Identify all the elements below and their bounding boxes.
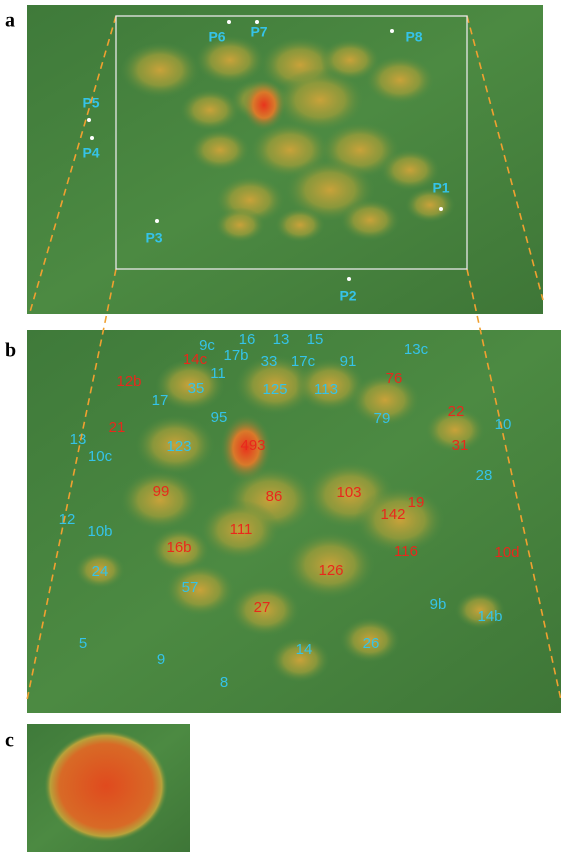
- colony-label: 13c: [404, 341, 429, 358]
- colony-label: 24: [92, 563, 109, 580]
- colony-label: 79: [374, 410, 391, 427]
- relief: [165, 564, 235, 617]
- relief: [365, 56, 435, 105]
- colony-label: 111: [230, 521, 253, 538]
- colony-label: 12b: [116, 373, 141, 390]
- colony-label: 116: [394, 543, 418, 560]
- colony-label: 126: [318, 562, 343, 579]
- sample-point: [390, 29, 394, 33]
- point-label: P8: [405, 29, 422, 45]
- colony-label: 35: [188, 380, 205, 397]
- panel-letter: c: [5, 730, 14, 752]
- relief: [190, 129, 250, 171]
- colony-label: 33: [261, 353, 278, 370]
- colony-label: 15: [307, 331, 324, 348]
- colony-label: 21: [109, 419, 126, 436]
- colony-label: 17c: [291, 353, 316, 370]
- colony-label: 22: [448, 403, 465, 420]
- relief: [340, 199, 400, 241]
- sample-point: [155, 219, 159, 223]
- sample-point: [227, 20, 231, 24]
- colony-label: 14: [296, 641, 313, 658]
- colony-label: 86: [266, 488, 283, 505]
- point-label: P7: [250, 24, 267, 40]
- relief: [275, 208, 325, 243]
- colony-label: 27: [254, 599, 271, 616]
- colony-label: 125: [262, 381, 287, 398]
- relief: [215, 208, 265, 243]
- colony-label: 17b: [223, 347, 248, 364]
- colony-label: 76: [386, 370, 403, 387]
- relief: [380, 149, 440, 191]
- relief: [195, 36, 265, 85]
- colony-label: 9b: [430, 596, 447, 613]
- sample-point: [87, 118, 91, 122]
- colony-label: 17: [152, 392, 169, 409]
- colony-label: 16b: [166, 539, 191, 556]
- colony-label: 14b: [477, 608, 502, 625]
- colony-label: 10c: [88, 448, 113, 465]
- panel-letter: a: [5, 10, 15, 32]
- colony-label: 10d: [494, 544, 519, 561]
- panel-letter: b: [5, 340, 16, 362]
- colony-label: 28: [476, 467, 493, 484]
- colony-label: 9: [157, 651, 165, 668]
- point-label: P2: [339, 288, 356, 304]
- colony-label: 26: [363, 635, 380, 652]
- colony-label: 19: [408, 494, 425, 511]
- point-label: P6: [208, 29, 225, 45]
- colony-label: 12: [59, 511, 76, 528]
- colony-label: 99: [153, 483, 170, 500]
- colony-label: 5: [79, 635, 87, 652]
- colony-label: 91: [340, 353, 357, 370]
- colony-label: 493: [240, 437, 265, 454]
- colony-label: 8: [220, 674, 228, 691]
- relief: [120, 42, 200, 98]
- sample-point: [439, 207, 443, 211]
- sample-point: [347, 277, 351, 281]
- colony-label: 123: [166, 438, 191, 455]
- colony-surface: [44, 730, 168, 842]
- colony-label: 16: [239, 331, 256, 348]
- colony-label: 13: [273, 331, 290, 348]
- colony-label: 14c: [183, 351, 208, 368]
- colony-label: 142: [380, 506, 405, 523]
- point-label: P3: [145, 230, 162, 246]
- colony-label: 11: [210, 365, 226, 382]
- colony-label: 13: [70, 431, 87, 448]
- relief: [120, 470, 200, 530]
- point-label: P1: [432, 180, 449, 196]
- point-label: P4: [82, 145, 99, 161]
- panel-c: [27, 724, 190, 852]
- figure: P6P7P8P5P4P3P1P2 9c16131517b3317c9113c11…: [0, 0, 561, 854]
- colony-label: 10b: [87, 523, 112, 540]
- colony-label: 95: [211, 409, 228, 426]
- relief-peak: [242, 79, 286, 131]
- colony-label: 57: [182, 579, 199, 596]
- colony-label: 103: [336, 484, 361, 501]
- colony-label: 31: [452, 437, 469, 454]
- sample-point: [90, 136, 94, 140]
- colony-label: 10: [495, 416, 512, 433]
- colony-label: 113: [314, 381, 338, 398]
